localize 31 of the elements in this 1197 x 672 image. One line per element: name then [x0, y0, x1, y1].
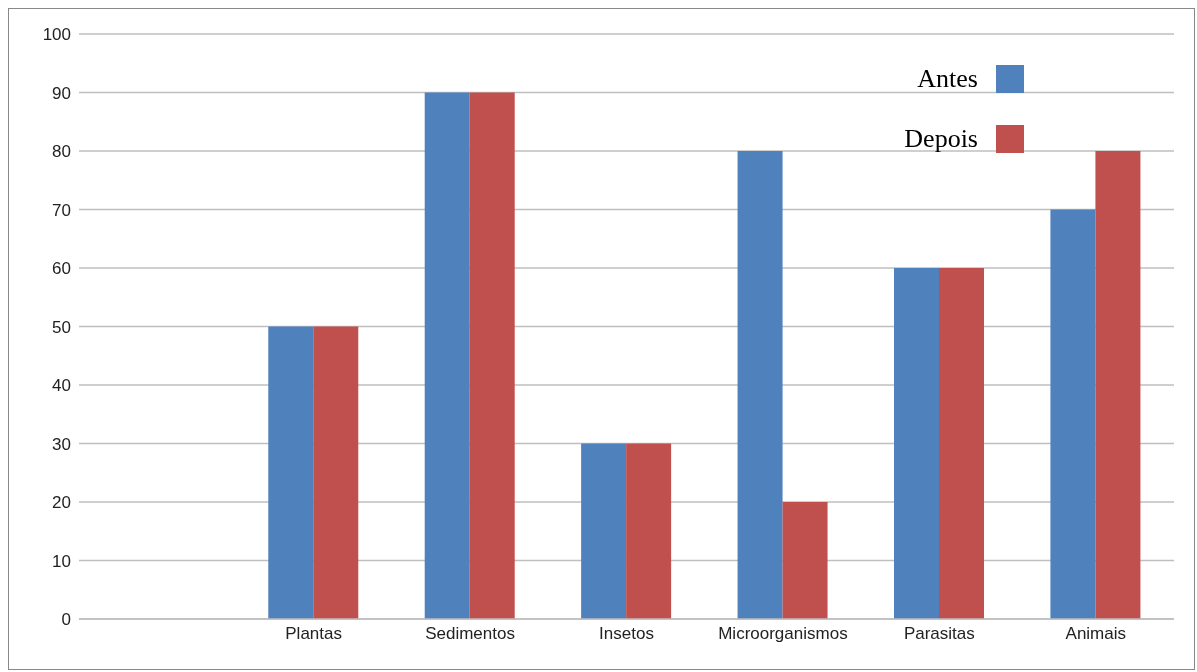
legend-label: Depois — [904, 124, 978, 154]
bar — [938, 268, 984, 619]
bar — [424, 92, 470, 619]
bar — [737, 151, 783, 619]
bar — [268, 326, 314, 619]
bar — [313, 326, 359, 619]
y-tick-label: 70 — [52, 200, 71, 220]
bar — [1095, 151, 1141, 619]
bar — [626, 443, 672, 619]
y-tick-label: 80 — [52, 142, 71, 162]
y-tick-label: 90 — [52, 83, 71, 103]
x-tick-label: Parasitas — [903, 624, 975, 644]
bar — [469, 92, 515, 619]
bar — [1050, 209, 1096, 619]
y-tick-label: 40 — [52, 376, 71, 396]
y-tick-label: 0 — [61, 610, 71, 630]
x-tick-label: Plantas — [285, 624, 342, 644]
y-tick-label: 50 — [52, 317, 71, 337]
bar — [782, 502, 828, 619]
legend-label: Antes — [917, 64, 978, 94]
y-tick-label: 30 — [52, 434, 71, 454]
x-tick-label: Insetos — [599, 624, 654, 644]
bar — [581, 443, 627, 619]
y-tick-label: 60 — [52, 259, 71, 279]
x-tick-label: Animais — [1065, 624, 1127, 644]
y-tick-label: 100 — [42, 25, 71, 45]
y-tick-label: 20 — [52, 493, 71, 513]
bar — [893, 268, 939, 619]
x-tick-label: Sedimentos — [425, 624, 515, 644]
x-tick-label: Microorganismos — [718, 624, 848, 644]
y-tick-label: 10 — [52, 551, 71, 571]
